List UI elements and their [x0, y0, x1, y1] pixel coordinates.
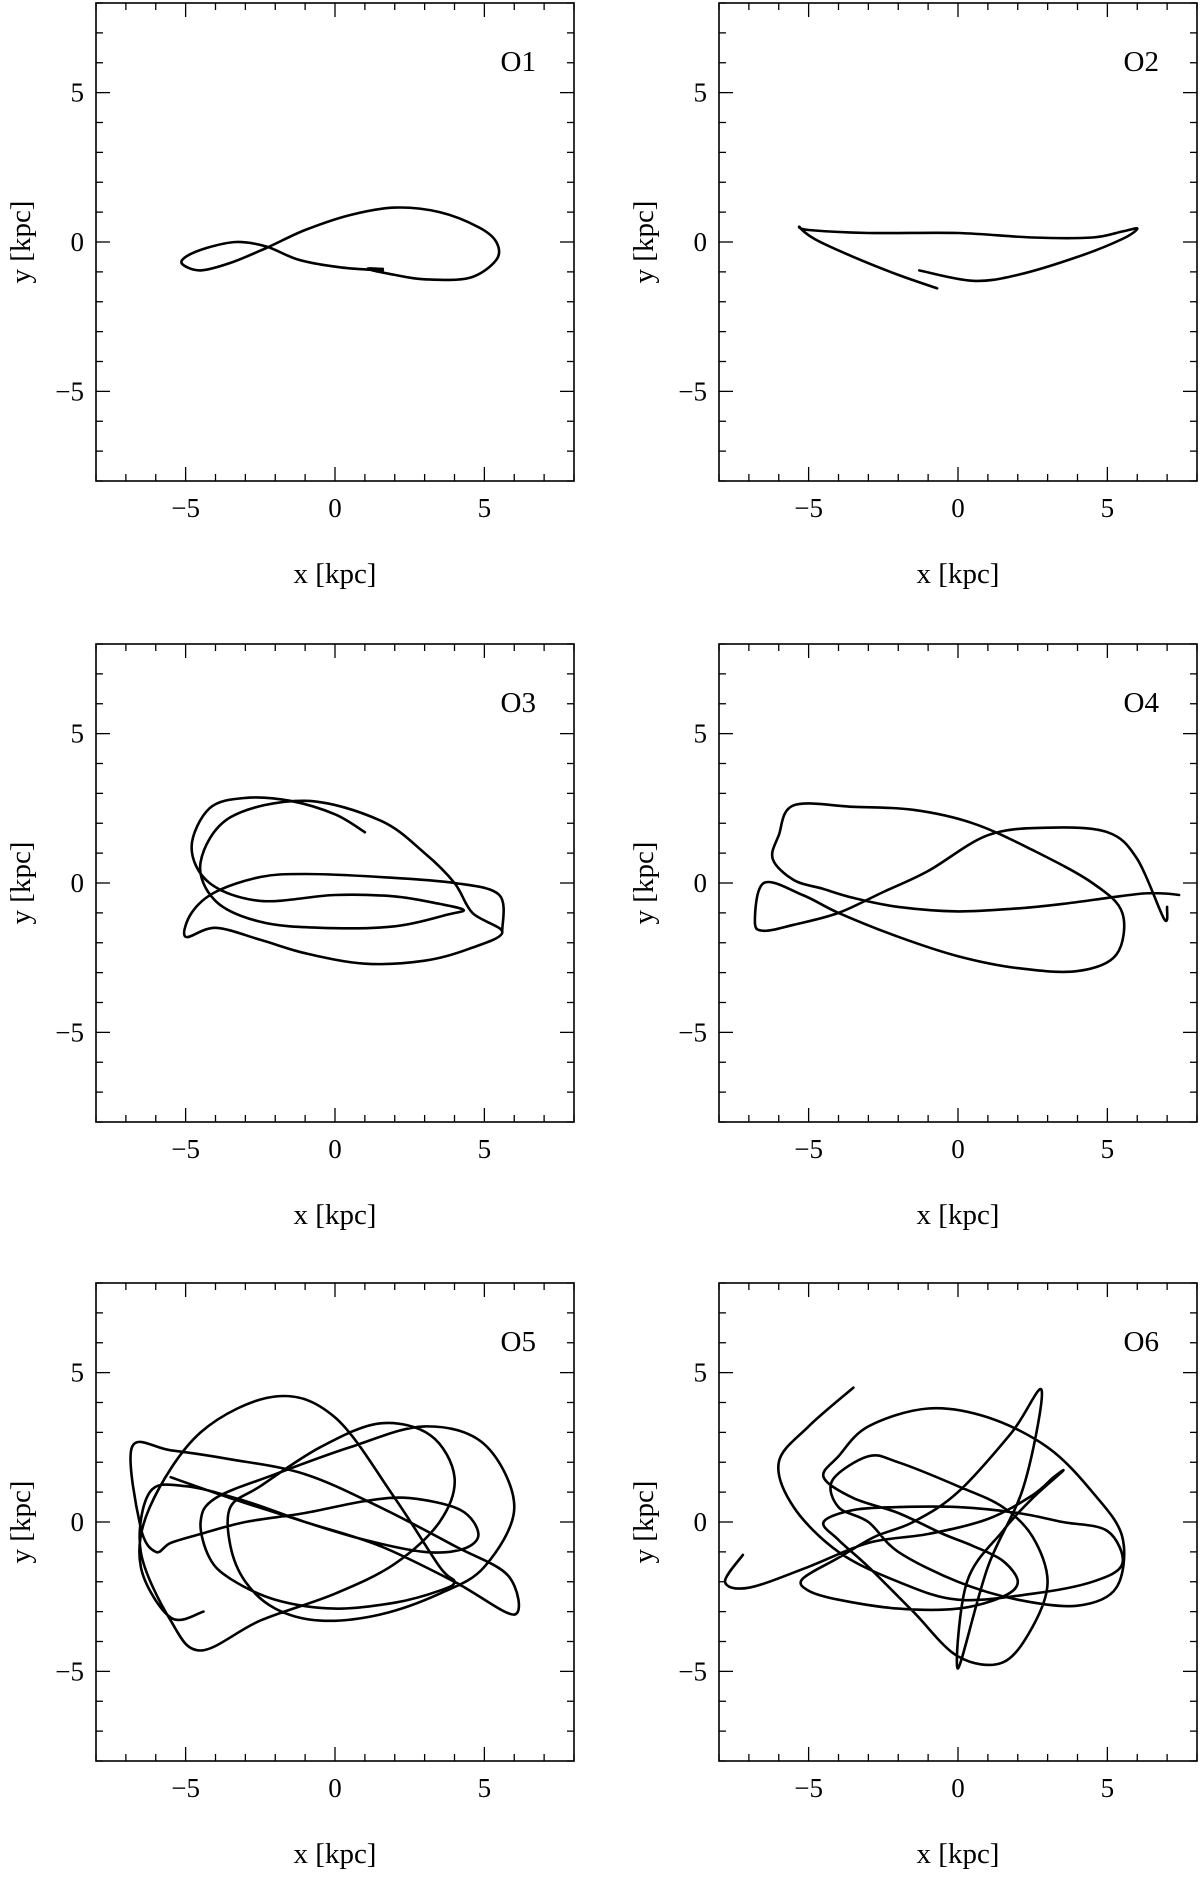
- x-axis-label: x [kpc]: [917, 1838, 1000, 1870]
- orbit-line: [753, 802, 1181, 974]
- x-tick-label: 5: [478, 1134, 492, 1164]
- y-tick-label: 5: [694, 78, 708, 108]
- y-axis-label: y [kpc]: [628, 842, 660, 925]
- x-tick-label: −5: [794, 1134, 823, 1164]
- x-tick-label: 5: [478, 493, 492, 523]
- y-tick-label: 0: [694, 227, 708, 257]
- x-tick-label: −5: [794, 493, 823, 523]
- orbit-line: [129, 1394, 521, 1652]
- panel-label: O1: [501, 46, 536, 78]
- y-tick-label: −5: [55, 376, 84, 406]
- x-tick-label: −5: [171, 1773, 200, 1803]
- x-axis-label: x [kpc]: [917, 1199, 1000, 1231]
- x-tick-label: 5: [478, 1773, 492, 1803]
- x-tick-label: −5: [171, 1134, 200, 1164]
- panel-label: O3: [501, 687, 536, 719]
- x-tick-label: 0: [951, 493, 965, 523]
- y-tick-label: 0: [71, 868, 85, 898]
- y-axis-label: y [kpc]: [5, 1481, 37, 1564]
- x-tick-label: 0: [951, 1773, 965, 1803]
- panel-o1: −5 0 5 −5 0 5 x [kpc] y [kpc] O1: [5, 2, 575, 590]
- orbit-line: [797, 225, 1139, 290]
- x-axis-label: x [kpc]: [294, 1838, 377, 1870]
- x-tick-label: 5: [1101, 1134, 1115, 1164]
- panel-label: O5: [501, 1326, 536, 1358]
- y-axis-label: y [kpc]: [5, 842, 37, 925]
- x-axis-label: x [kpc]: [294, 558, 377, 590]
- orbit-line: [182, 796, 505, 966]
- y-tick-label: 0: [71, 227, 85, 257]
- panel-o2: −5 0 5 −5 0 5 x [kpc] y [kpc] O2: [628, 2, 1198, 590]
- orbit-line: [180, 206, 501, 282]
- panel-label: O4: [1124, 687, 1160, 719]
- y-tick-label: 0: [694, 1507, 708, 1537]
- x-axis-label: x [kpc]: [294, 1199, 377, 1231]
- y-axis-label: y [kpc]: [5, 201, 37, 284]
- y-tick-label: 5: [71, 78, 85, 108]
- y-tick-label: 0: [694, 868, 708, 898]
- y-tick-label: 5: [71, 719, 85, 749]
- panel-o4: −5 0 5 −5 0 5 x [kpc] y [kpc] O4: [628, 643, 1198, 1231]
- x-tick-label: 0: [328, 1134, 342, 1164]
- x-tick-label: −5: [171, 493, 200, 523]
- x-tick-label: −5: [794, 1773, 823, 1803]
- panel-o3: −5 0 5 −5 0 5 x [kpc] y [kpc] O3: [5, 643, 575, 1231]
- panel-o5: −5 0 5 −5 0 5 x [kpc] y [kpc] O5: [5, 1282, 575, 1870]
- y-tick-label: −5: [55, 1017, 84, 1047]
- y-tick-label: 5: [71, 1358, 85, 1388]
- x-tick-label: 5: [1101, 493, 1115, 523]
- y-tick-label: 5: [694, 719, 708, 749]
- x-tick-label: 0: [951, 1134, 965, 1164]
- x-tick-label: 0: [328, 493, 342, 523]
- x-tick-label: 5: [1101, 1773, 1115, 1803]
- panel-label: O6: [1124, 1326, 1159, 1358]
- y-tick-label: 5: [694, 1358, 708, 1388]
- y-tick-label: −5: [55, 1656, 84, 1686]
- y-axis-label: y [kpc]: [628, 1481, 660, 1564]
- y-tick-label: −5: [678, 1656, 707, 1686]
- x-axis-label: x [kpc]: [917, 558, 1000, 590]
- panel-o6: −5 0 5 −5 0 5 x [kpc] y [kpc] O6: [628, 1282, 1198, 1870]
- panel-label: O2: [1124, 46, 1159, 78]
- y-tick-label: 0: [71, 1507, 85, 1537]
- y-tick-label: −5: [678, 376, 707, 406]
- x-tick-label: 0: [328, 1773, 342, 1803]
- orbit-line: [723, 1386, 1126, 1670]
- y-tick-label: −5: [678, 1017, 707, 1047]
- y-axis-label: y [kpc]: [628, 201, 660, 284]
